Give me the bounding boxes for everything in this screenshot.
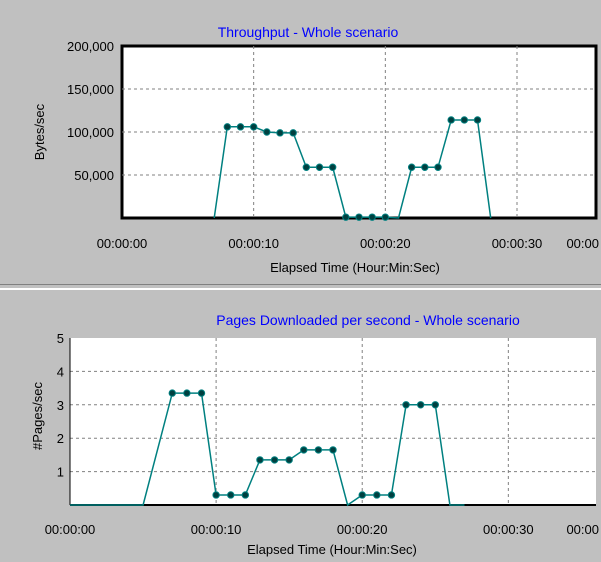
data-point: [236, 123, 245, 131]
x-tick-label: 00:00: [566, 236, 599, 251]
data-point: [328, 163, 337, 171]
data-point: [241, 491, 250, 499]
data-points: [223, 116, 482, 221]
data-point: [329, 446, 337, 454]
y-tick-label: 150,000: [67, 82, 114, 97]
y-tick-label: 1: [57, 465, 64, 480]
y-tick-labels: 200,000 150,000 100,000 50,000: [67, 39, 114, 183]
data-point: [263, 128, 271, 136]
x-tick-label: 00:00:10: [228, 236, 279, 251]
data-point: [227, 491, 235, 499]
chart-title: Throughput - Whole scenario: [218, 24, 399, 40]
data-point: [223, 123, 232, 131]
data-point: [358, 491, 366, 499]
y-tick-label: 100,000: [67, 125, 114, 140]
data-point: [212, 491, 220, 499]
data-point: [460, 116, 469, 124]
gridlines: [122, 46, 596, 218]
x-tick-label: 00:00:00: [97, 236, 148, 251]
data-point: [285, 456, 293, 464]
data-point: [342, 213, 350, 221]
x-tick-label: 00:00:30: [483, 522, 534, 537]
chart-title: Pages Downloaded per second - Whole scen…: [216, 312, 520, 328]
data-points: [168, 389, 439, 499]
pages-panel: Pages Downloaded per second - Whole scen…: [0, 288, 601, 562]
y-axis-label: #Pages/sec: [30, 382, 45, 450]
x-axis-label: Elapsed Time (Hour:Min:Sec): [247, 542, 417, 557]
data-point: [355, 213, 363, 221]
data-point: [302, 163, 311, 171]
x-tick-label: 00:00:20: [360, 236, 411, 251]
data-point: [197, 389, 206, 397]
x-tick-label: 00:00: [566, 522, 599, 537]
y-tick-label: 3: [57, 398, 64, 413]
y-tick-label: 50,000: [74, 168, 114, 183]
x-tick-labels: 00:00:00 00:00:10 00:00:20 00:00:30 00:00: [45, 522, 599, 537]
data-point: [434, 163, 442, 171]
y-tick-label: 2: [57, 431, 64, 446]
data-point: [289, 129, 297, 137]
data-point: [431, 401, 439, 409]
data-point: [473, 116, 482, 124]
series-line: [213, 119, 492, 219]
x-tick-label: 00:00:10: [191, 522, 242, 537]
y-tick-labels: 5 4 3 2 1: [57, 331, 64, 480]
data-point: [373, 491, 381, 499]
data-point: [249, 123, 258, 131]
data-point: [368, 213, 376, 221]
throughput-panel: Throughput - Whole scenario 200,000 150,0…: [0, 24, 601, 285]
data-point: [276, 129, 284, 137]
pages-chart: Pages Downloaded per second - Whole scen…: [30, 312, 599, 557]
throughput-chart: Throughput - Whole scenario 200,000 150,0…: [32, 24, 599, 275]
data-point: [314, 446, 323, 454]
y-tick-label: 5: [57, 331, 64, 346]
y-tick-label: 200,000: [67, 39, 114, 54]
data-point: [421, 163, 429, 171]
data-point: [300, 446, 308, 454]
x-tick-label: 00:00:00: [45, 522, 96, 537]
data-point: [315, 163, 324, 171]
data-point: [381, 213, 390, 221]
y-axis-label: Bytes/sec: [32, 103, 47, 160]
data-point: [387, 491, 396, 499]
x-axis-label: Elapsed Time (Hour:Min:Sec): [270, 260, 440, 275]
x-tick-labels: 00:00:00 00:00:10 00:00:20 00:00:30 00:00: [97, 236, 599, 251]
data-point: [407, 163, 416, 171]
data-point: [402, 401, 410, 409]
data-point: [168, 389, 176, 397]
gridlines: [70, 338, 596, 505]
data-point: [416, 401, 425, 409]
data-point: [256, 456, 264, 464]
data-point: [447, 116, 455, 124]
data-point: [270, 456, 279, 464]
x-tick-label: 00:00:20: [337, 522, 388, 537]
y-tick-label: 4: [57, 364, 64, 379]
x-tick-label: 00:00:30: [492, 236, 543, 251]
data-point: [183, 389, 191, 397]
